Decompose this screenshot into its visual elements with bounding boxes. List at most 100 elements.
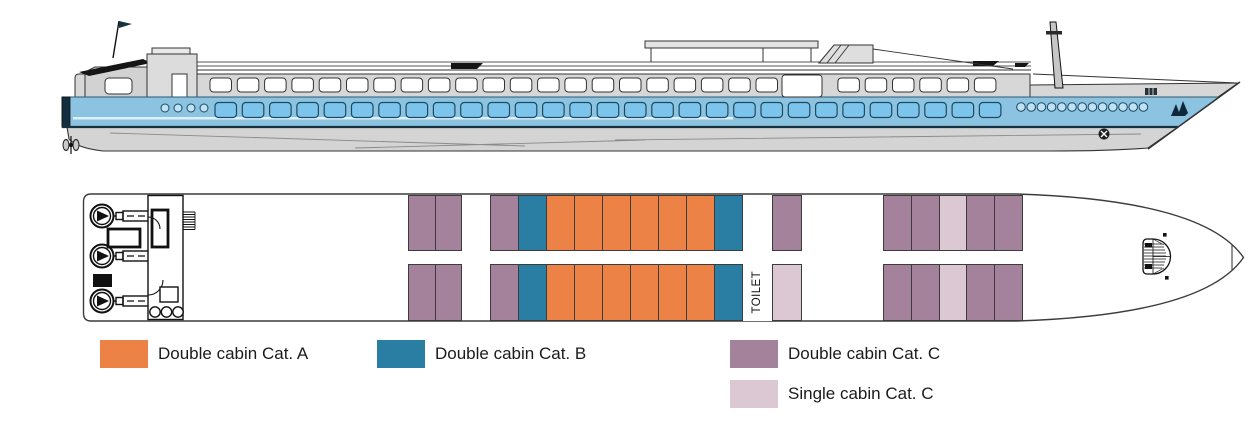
- cabin-window: [569, 101, 593, 119]
- deck-window: [509, 77, 533, 93]
- porthole: [1128, 102, 1138, 112]
- cabin-group-bow-starboard: [883, 263, 1023, 321]
- cabin-double-cat-c: [773, 195, 801, 250]
- upper-deck-windows: [209, 77, 997, 93]
- equipment-box: [106, 227, 142, 249]
- deck-window: [209, 77, 232, 93]
- deck-window: [919, 77, 942, 93]
- propeller-icon: [62, 136, 80, 154]
- mast-crossbar: [1046, 31, 1062, 35]
- porthole: [1138, 102, 1149, 112]
- legend-item-cat-a: Double cabin Cat. A: [100, 340, 308, 368]
- cabin-window: [760, 101, 784, 119]
- engine-symbol: [89, 243, 150, 269]
- main-deck-windows: [214, 101, 1002, 119]
- cabin-double-cat-a: [546, 195, 574, 250]
- cabin-double-cat-c: [966, 195, 995, 250]
- bow-stem: [1147, 81, 1241, 150]
- spiral-staircase-icon: [1142, 233, 1172, 280]
- cabin-double-cat-c: [884, 195, 911, 250]
- cabin-window: [323, 101, 347, 119]
- mast: [1049, 21, 1064, 89]
- deck-window: [837, 77, 860, 93]
- cabin-double-cat-b: [714, 195, 742, 250]
- service-box: [159, 286, 179, 303]
- deck-window: [564, 77, 587, 93]
- funnel-housing: [817, 44, 874, 64]
- porthole: [1087, 102, 1098, 112]
- deck-window: [728, 77, 751, 93]
- cabin-double-cat-c: [910, 195, 939, 250]
- legend-swatch-cat-b: [377, 340, 425, 368]
- engine-room-diagram: [89, 194, 196, 321]
- legend-item-cat-b: Double cabin Cat. B: [377, 340, 586, 368]
- cabin-window: [705, 101, 729, 119]
- stern-portholes: [160, 103, 209, 113]
- cabin-group-aft-starboard: [408, 263, 462, 321]
- cabin-window: [651, 101, 674, 119]
- deck-window: [619, 77, 642, 93]
- deck-stripe: [73, 117, 733, 120]
- stern-flag-icon: [112, 20, 132, 59]
- cabin-window: [623, 101, 647, 119]
- deck-window: [400, 77, 424, 93]
- deck-window: [946, 77, 970, 93]
- cabin-window: [924, 101, 947, 119]
- wheelhouse-window: [104, 77, 133, 95]
- cabin-group-mid-starboard: [490, 263, 743, 321]
- deck-window: [264, 77, 287, 93]
- deck-door: [171, 73, 188, 98]
- wheelhouse-roof-accent: [79, 59, 151, 76]
- sun-deck-railing: [193, 61, 1031, 67]
- cabin-window: [978, 101, 1002, 119]
- cabin-double-cat-b: [518, 195, 546, 250]
- cabin-window: [896, 101, 920, 119]
- deck-window: [236, 77, 260, 93]
- cabin-group-aft-port: [408, 194, 462, 251]
- equipment-block: [93, 274, 112, 287]
- porthole: [1046, 102, 1057, 112]
- cabin-double-cat-a: [630, 264, 658, 320]
- deck-window: [537, 77, 560, 93]
- deck-window: [973, 77, 997, 93]
- door-arcs: [147, 216, 164, 296]
- crown-logo-icon: [1171, 101, 1188, 116]
- deck-window: [700, 77, 724, 93]
- cabin-window: [432, 101, 456, 119]
- cabin-double-cat-c: [434, 195, 461, 250]
- hull-detail-lines: [109, 132, 1142, 149]
- cabin-double-cat-c: [409, 195, 435, 250]
- porthole: [186, 103, 196, 113]
- funnel-lines: [826, 44, 1014, 70]
- cabin-window: [869, 101, 893, 119]
- cabin-double-cat-a: [686, 195, 714, 250]
- legend-label-cat-c: Double cabin Cat. C: [788, 344, 941, 363]
- deck-window: [646, 77, 669, 93]
- deck-window: [373, 77, 396, 93]
- deck-window: [346, 77, 369, 93]
- vent-grille-icon: [1145, 88, 1157, 95]
- cabin-double-cat-c: [884, 264, 911, 320]
- porthole: [1057, 102, 1067, 112]
- cabin-window: [460, 101, 483, 119]
- cabin-window: [378, 101, 401, 119]
- cabin-window: [405, 101, 429, 119]
- porthole: [1077, 102, 1087, 112]
- legend-label-cat-a: Double cabin Cat. A: [158, 344, 309, 363]
- cross-circle-icon: [1098, 128, 1110, 140]
- cabin-window: [842, 101, 866, 119]
- sun-deck-canopy: [644, 40, 819, 49]
- cabin-single-cat-c: [938, 195, 967, 250]
- cabin-window: [350, 101, 374, 119]
- porthole: [199, 103, 209, 113]
- cabin-window: [678, 101, 702, 119]
- deck-window: [427, 77, 451, 93]
- engine-symbol: [89, 288, 150, 314]
- ship-profile-illustration: [61, 20, 1241, 154]
- deck-window: [455, 77, 478, 93]
- cabin-window: [214, 101, 238, 119]
- cabin-double-cat-a: [546, 264, 574, 320]
- legend-swatch-cat-c-single: [730, 380, 778, 408]
- cabin-double-cat-b: [518, 264, 546, 320]
